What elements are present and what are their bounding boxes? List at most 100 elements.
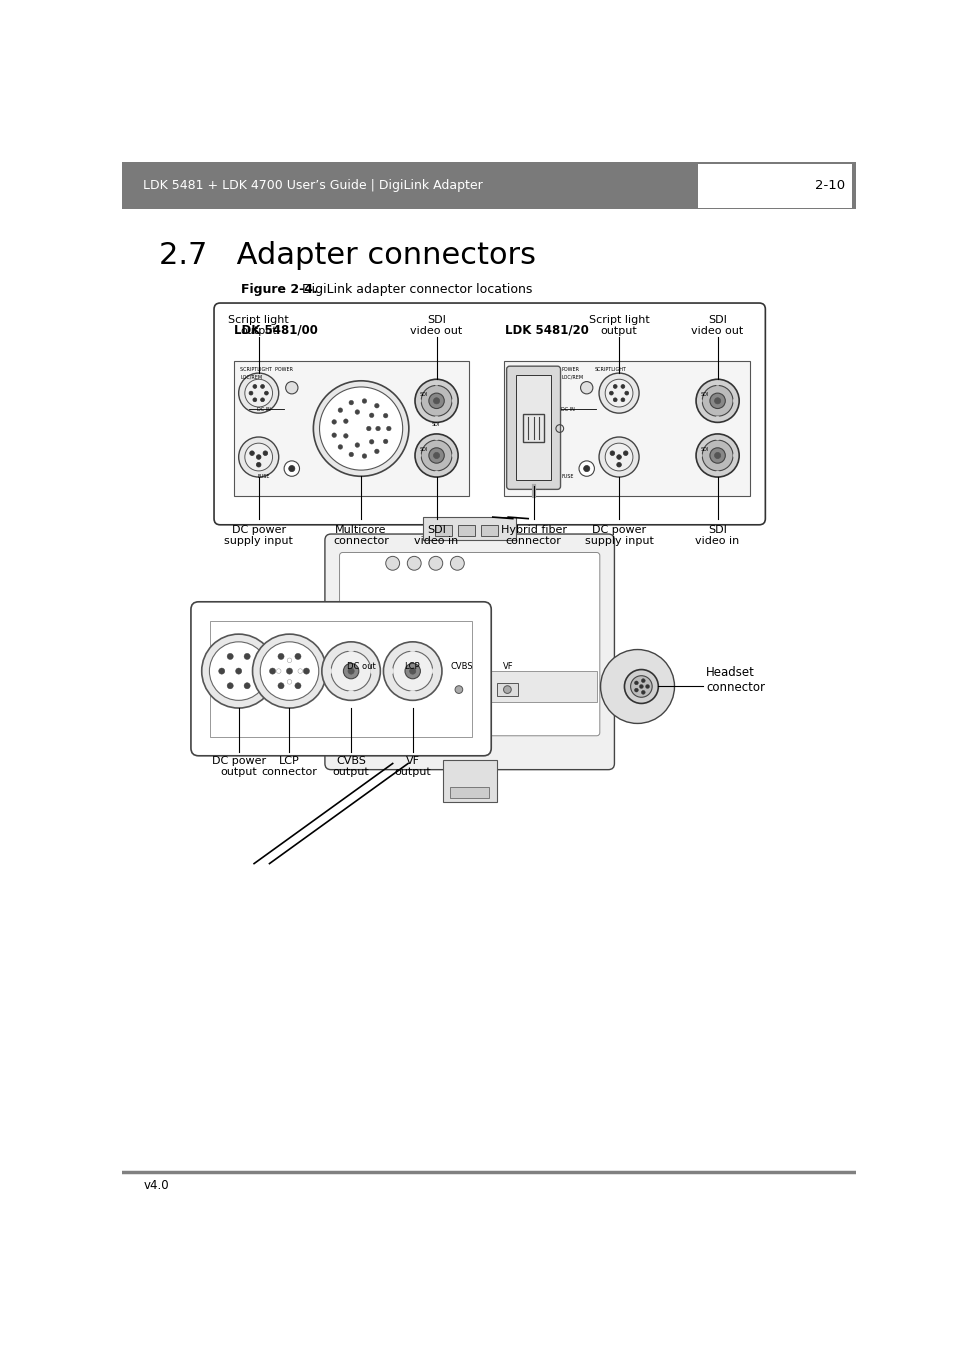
Circle shape: [583, 466, 589, 471]
Circle shape: [434, 471, 438, 476]
Circle shape: [294, 654, 301, 659]
Circle shape: [715, 381, 720, 385]
Circle shape: [370, 667, 377, 676]
Circle shape: [343, 663, 358, 678]
Circle shape: [696, 380, 739, 423]
Circle shape: [624, 670, 658, 704]
Bar: [349, 684, 374, 696]
Circle shape: [348, 667, 354, 674]
Circle shape: [287, 680, 292, 684]
Text: LOC/REM: LOC/REM: [240, 374, 262, 380]
Circle shape: [256, 462, 261, 467]
FancyBboxPatch shape: [213, 303, 764, 524]
Text: SDI: SDI: [700, 392, 708, 397]
Circle shape: [276, 669, 281, 673]
Bar: [457, 524, 475, 536]
Circle shape: [429, 447, 444, 463]
Text: Script light: Script light: [228, 315, 289, 326]
Circle shape: [701, 440, 732, 471]
Circle shape: [256, 455, 261, 459]
Circle shape: [503, 686, 511, 693]
Circle shape: [420, 385, 452, 416]
Circle shape: [260, 642, 318, 700]
Circle shape: [604, 380, 632, 407]
Circle shape: [244, 654, 250, 659]
Circle shape: [253, 385, 256, 388]
Circle shape: [630, 676, 652, 697]
Circle shape: [332, 420, 336, 424]
Circle shape: [245, 443, 273, 471]
Text: LOC/REM: LOC/REM: [560, 374, 583, 380]
Circle shape: [383, 439, 388, 443]
Text: video out: video out: [691, 326, 743, 336]
Text: connector: connector: [333, 535, 389, 546]
Text: SDI: SDI: [427, 315, 446, 326]
Circle shape: [383, 413, 388, 417]
Circle shape: [235, 667, 241, 674]
Circle shape: [369, 439, 374, 444]
Bar: [516, 376, 551, 480]
Text: DC power: DC power: [212, 755, 266, 766]
Text: video out: video out: [410, 326, 462, 336]
Circle shape: [600, 650, 674, 723]
Circle shape: [416, 453, 420, 458]
Circle shape: [639, 685, 642, 689]
Circle shape: [714, 453, 720, 458]
Circle shape: [620, 397, 624, 401]
Text: SDI: SDI: [427, 524, 446, 535]
Text: Script light: Script light: [588, 315, 649, 326]
Text: SCRIPTLIGHT: SCRIPTLIGHT: [594, 367, 626, 372]
Circle shape: [385, 557, 399, 570]
Bar: [121, 162, 856, 209]
Circle shape: [337, 408, 342, 412]
Circle shape: [383, 642, 441, 700]
Circle shape: [264, 392, 268, 394]
Text: Figure 2-4.: Figure 2-4.: [241, 284, 317, 296]
Circle shape: [393, 651, 433, 692]
Circle shape: [362, 399, 366, 404]
Circle shape: [696, 434, 739, 477]
Text: DC power: DC power: [592, 524, 645, 535]
Circle shape: [455, 686, 462, 693]
Circle shape: [324, 667, 332, 676]
Circle shape: [732, 453, 737, 458]
Circle shape: [715, 471, 720, 476]
Circle shape: [253, 397, 256, 401]
Circle shape: [409, 667, 416, 674]
Bar: [210, 621, 472, 736]
Circle shape: [277, 682, 284, 689]
Circle shape: [709, 393, 724, 408]
Text: LDK 5481 + LDK 4700 User’s Guide | DigiLink Adapter: LDK 5481 + LDK 4700 User’s Guide | DigiL…: [143, 180, 482, 192]
Bar: [400, 685, 420, 694]
Circle shape: [249, 392, 253, 394]
Circle shape: [253, 634, 326, 708]
Circle shape: [405, 663, 420, 678]
Bar: [423, 517, 516, 540]
Circle shape: [347, 690, 355, 698]
Circle shape: [277, 654, 284, 659]
Circle shape: [598, 373, 639, 413]
Bar: [448, 684, 469, 696]
Text: LDK 5481/00: LDK 5481/00: [233, 323, 317, 336]
Circle shape: [332, 432, 336, 438]
Text: DC power: DC power: [232, 524, 286, 535]
Circle shape: [697, 399, 701, 403]
Circle shape: [244, 682, 250, 689]
Text: SDI: SDI: [700, 447, 708, 451]
Circle shape: [715, 435, 720, 440]
Text: Headset
connector: Headset connector: [705, 666, 764, 694]
Circle shape: [303, 667, 309, 674]
Circle shape: [434, 381, 438, 385]
Text: SDI: SDI: [419, 392, 428, 397]
Circle shape: [250, 451, 254, 455]
Circle shape: [732, 399, 737, 403]
Text: SDI: SDI: [432, 423, 440, 427]
Circle shape: [386, 426, 391, 431]
Circle shape: [433, 397, 439, 404]
Circle shape: [319, 386, 402, 470]
Circle shape: [294, 682, 301, 689]
Circle shape: [269, 667, 275, 674]
Text: LCP: LCP: [404, 662, 419, 671]
Text: v4.0: v4.0: [143, 1179, 169, 1192]
FancyBboxPatch shape: [191, 601, 491, 755]
